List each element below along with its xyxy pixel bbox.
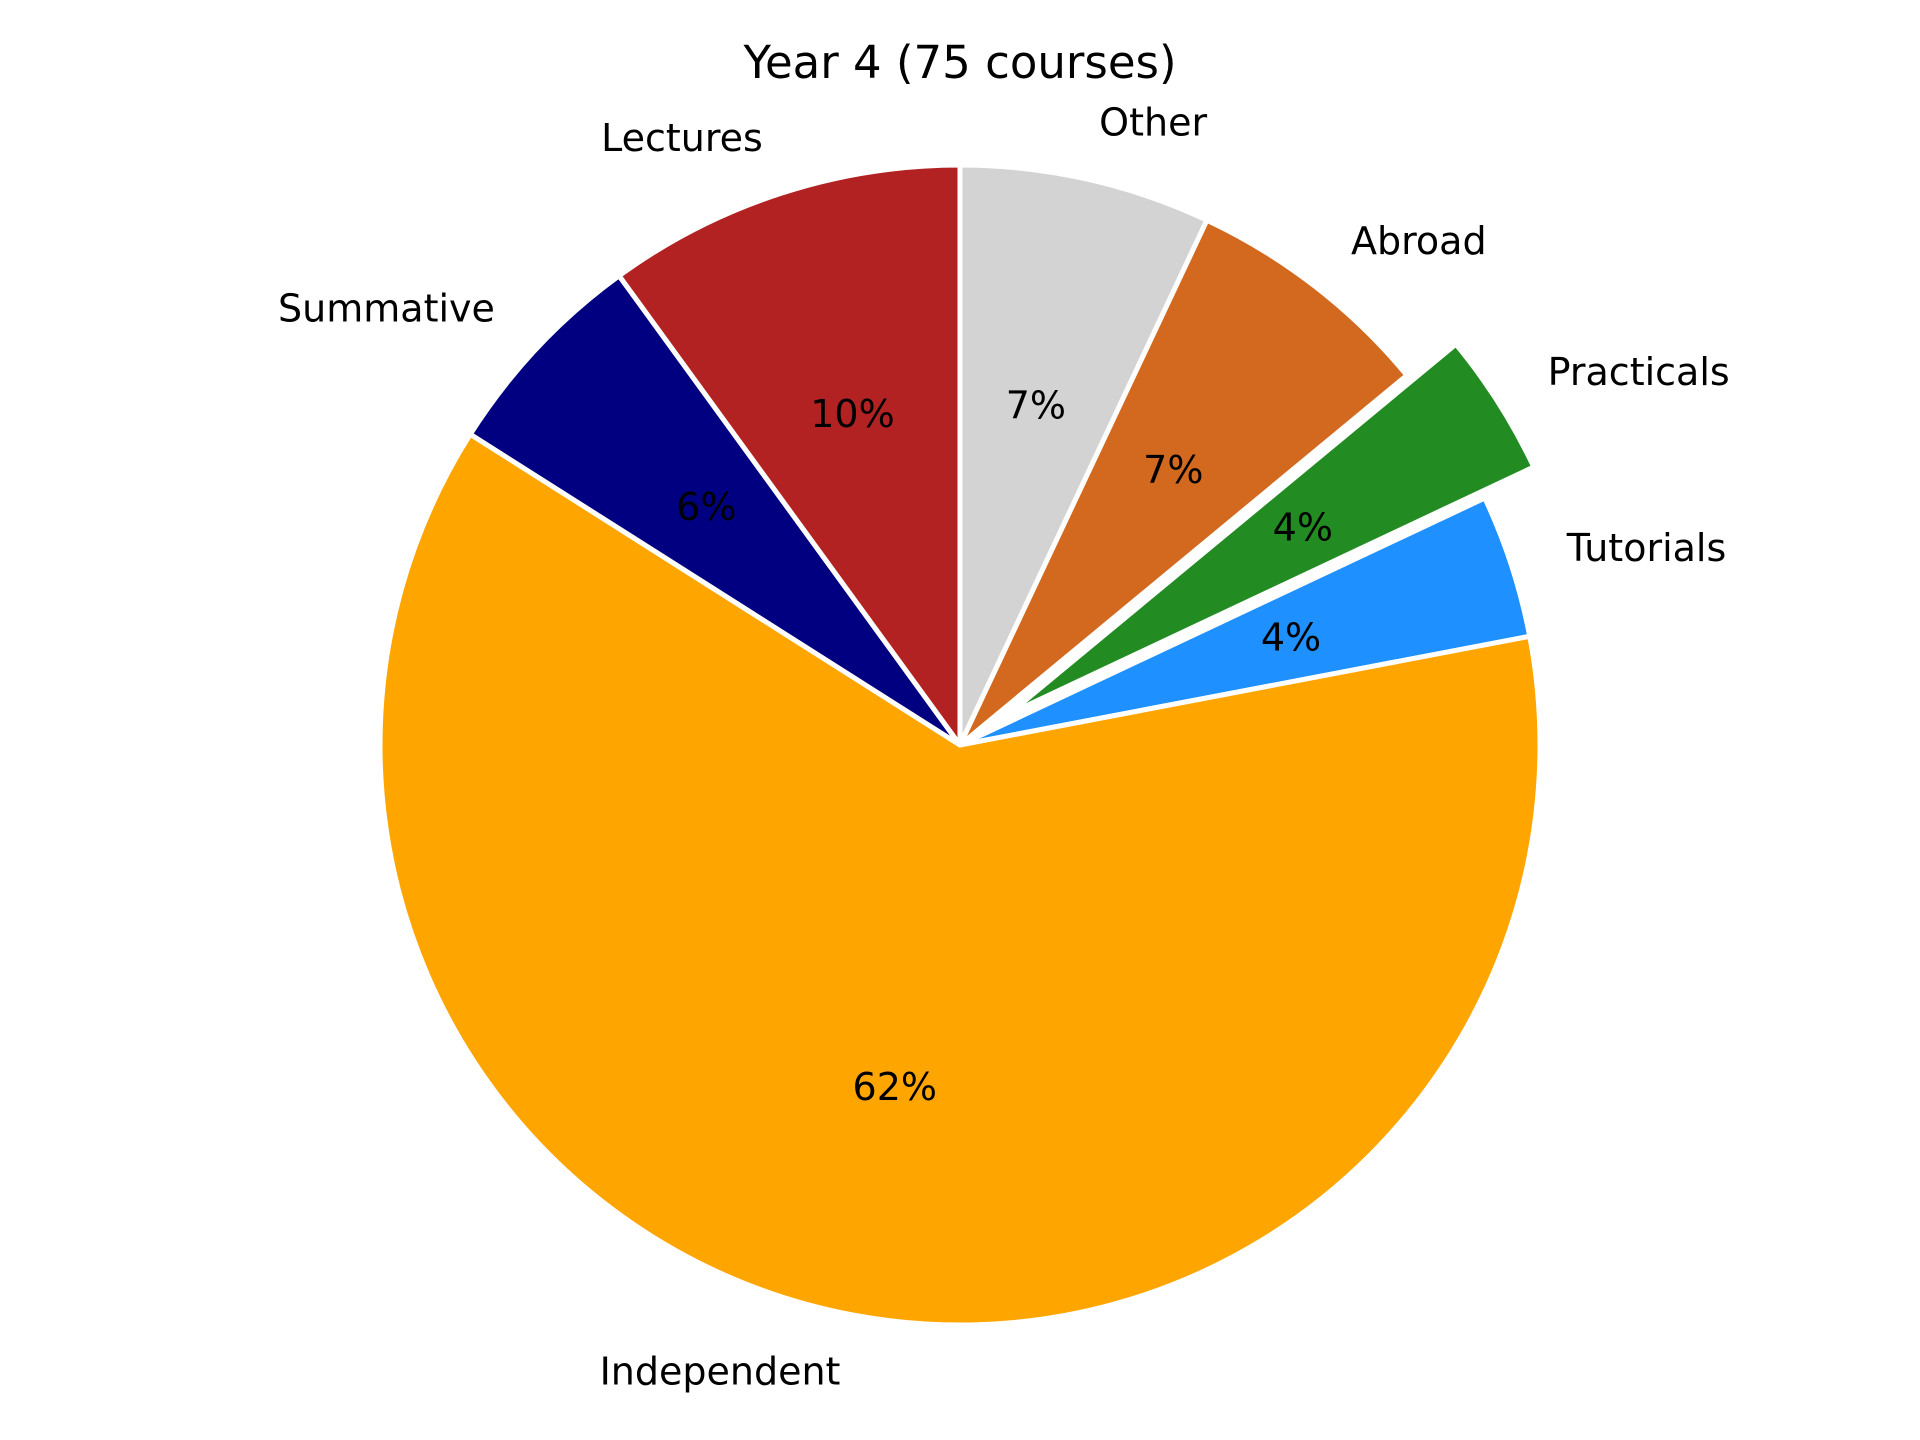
pct-label-practicals: 4% [1273,505,1333,549]
pct-label-independent: 62% [853,1065,937,1109]
category-labels: Other Abroad Practicals Tutorials Independen… [278,100,1730,1393]
slice-lectures [616,162,963,748]
slice-other [957,162,1210,748]
category-label-tutorials: Tutorials [1566,526,1727,570]
category-label-independent: Independent [600,1350,841,1394]
pct-label-tutorials: 4% [1261,615,1321,659]
category-label-other: Other [1099,100,1207,144]
category-label-abroad: Abroad [1351,219,1487,263]
chart-title: Year 4 (75 courses) [742,36,1176,89]
category-label-summative: Summative [278,286,495,330]
category-label-lectures: Lectures [601,116,763,160]
category-label-practicals: Practicals [1548,350,1730,394]
slice-summative [467,273,963,748]
percent-labels: 7% 7% 4% 4% 62% 6% 10% [676,383,1333,1108]
pct-label-summative: 6% [676,485,736,529]
pie-slices [377,162,1543,1328]
slice-independent [377,431,1543,1328]
pct-label-other: 7% [1006,383,1066,427]
pct-label-lectures: 10% [810,392,894,436]
slice-abroad [957,217,1410,748]
pct-label-abroad: 7% [1143,448,1203,492]
slice-practicals [1006,341,1537,717]
